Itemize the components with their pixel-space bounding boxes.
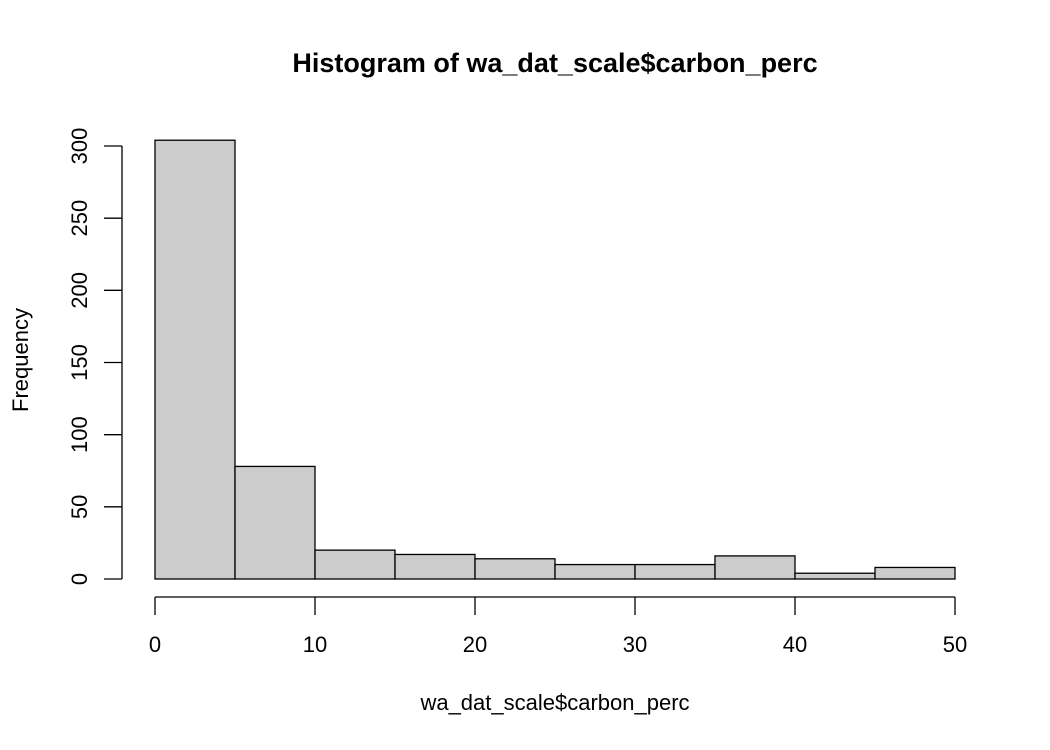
- y-tick-label: 250: [67, 200, 92, 237]
- x-tick-label: 20: [463, 632, 487, 657]
- x-tick-label: 40: [783, 632, 807, 657]
- x-tick-label: 10: [303, 632, 327, 657]
- histogram-bar: [634, 563, 716, 580]
- chart-title: Histogram of wa_dat_scale$carbon_perc: [292, 48, 817, 78]
- y-tick-label: 300: [67, 128, 92, 165]
- histogram-bar: [314, 549, 396, 580]
- x-axis: 0 10 20 30 40 50: [149, 596, 967, 657]
- histogram-bar: [714, 555, 796, 580]
- histogram-bar: [154, 139, 236, 580]
- histogram-bar: [554, 563, 636, 580]
- y-tick-label: 0: [67, 573, 92, 585]
- histogram-bar: [474, 558, 556, 580]
- x-tick-label: 0: [149, 632, 161, 657]
- y-axis: 0 50 100 150 200 250 300: [67, 128, 123, 585]
- histogram-bar: [794, 572, 876, 580]
- histogram-bar: [394, 553, 476, 580]
- y-tick-label: 50: [67, 495, 92, 519]
- histogram-bar: [874, 566, 956, 580]
- y-tick-label: 150: [67, 344, 92, 381]
- y-axis-label: Frequency: [8, 308, 33, 412]
- bars-group: [154, 139, 956, 580]
- x-tick-label: 30: [623, 632, 647, 657]
- y-tick-label: 200: [67, 272, 92, 309]
- y-tick-label: 100: [67, 416, 92, 453]
- histogram-bar: [234, 465, 316, 580]
- x-axis-label: wa_dat_scale$carbon_perc: [419, 690, 689, 715]
- x-tick-label: 50: [943, 632, 967, 657]
